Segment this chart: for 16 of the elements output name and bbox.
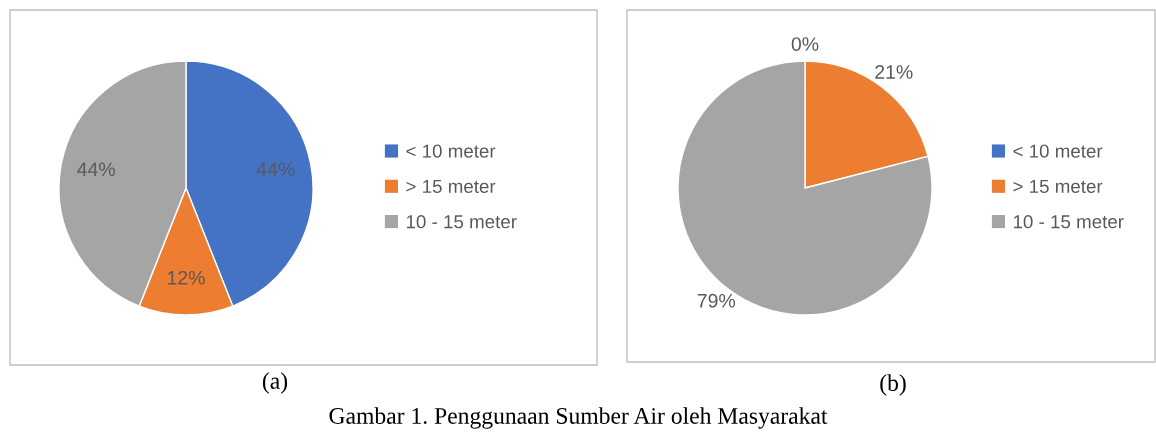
data-label: 44% bbox=[256, 162, 295, 177]
legend-label: 10 - 15 meter bbox=[1013, 215, 1124, 229]
text: 0% bbox=[791, 37, 819, 51]
text: (a) bbox=[262, 372, 288, 394]
data-label: 44% bbox=[77, 162, 115, 177]
data-label: 79% bbox=[697, 293, 736, 308]
data-label: 21% bbox=[875, 65, 913, 79]
text: Gambar 1. Penggunaan Sumber Air oleh Masyarakat bbox=[329, 407, 828, 429]
pie-slice bbox=[677, 60, 933, 316]
legend-label: 10 - 15 meter bbox=[406, 215, 517, 229]
data-label: 12% bbox=[168, 270, 205, 285]
legend-label: < 10 meter bbox=[1013, 144, 1103, 158]
legend-label: > 15 meter bbox=[1013, 179, 1103, 194]
legend-label: < 10 meter bbox=[406, 144, 496, 158]
legend-label: > 15 meter bbox=[406, 179, 496, 194]
text: (b) bbox=[880, 374, 906, 396]
